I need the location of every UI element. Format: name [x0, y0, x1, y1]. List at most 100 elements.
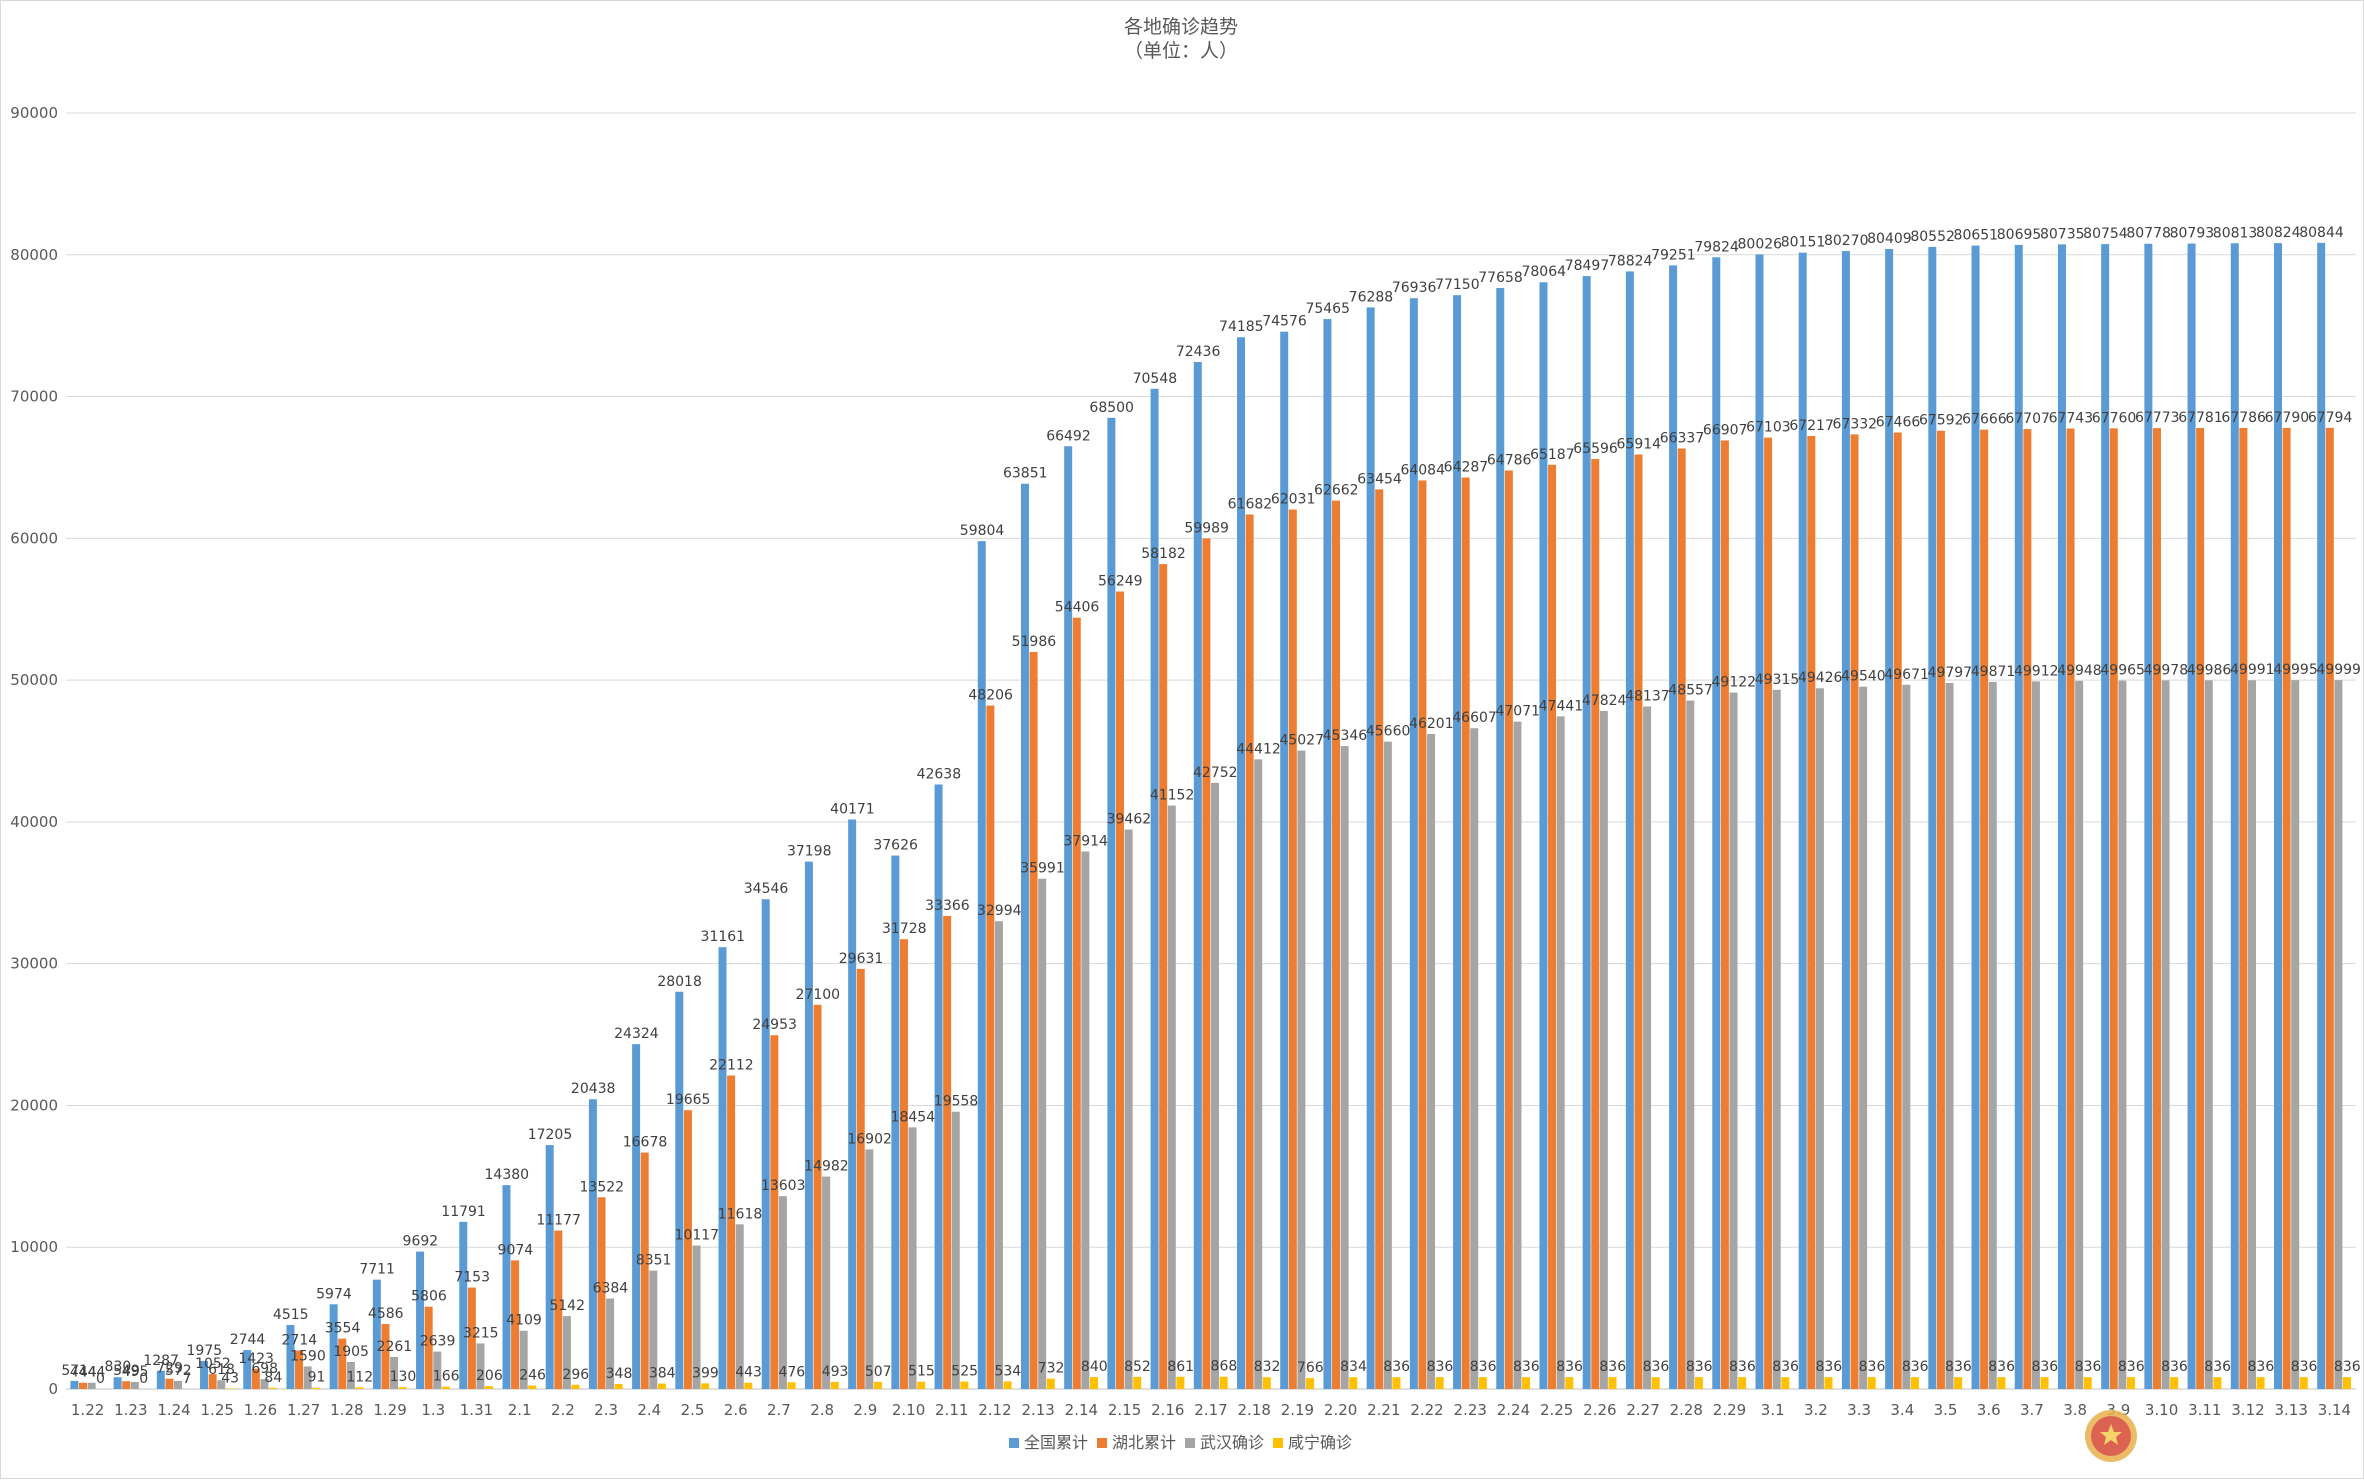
y-tick-label: 90000 — [10, 104, 58, 122]
data-label: 534 — [994, 1363, 1021, 1379]
x-tick-label: 3.3 — [1847, 1401, 1871, 1419]
bar — [1030, 652, 1038, 1389]
data-label: 49671 — [1884, 667, 1929, 683]
bar — [589, 1099, 597, 1389]
data-label: 3215 — [463, 1325, 499, 1341]
data-label: 43 — [221, 1370, 239, 1386]
data-label: 6384 — [593, 1280, 629, 1296]
data-label: 63851 — [1003, 466, 1048, 482]
data-label: 42638 — [917, 766, 962, 782]
bar — [1513, 722, 1521, 1389]
data-label: 19558 — [934, 1094, 979, 1110]
data-label: 54406 — [1055, 600, 1100, 616]
bar — [1211, 783, 1219, 1389]
bar — [2023, 429, 2031, 1389]
data-label: 58182 — [1141, 546, 1186, 562]
bar — [1548, 465, 1556, 1389]
legend-swatch — [1097, 1438, 1107, 1448]
bar — [1600, 711, 1608, 1389]
data-label: 42752 — [1193, 765, 1238, 781]
data-label: 84 — [264, 1370, 282, 1386]
data-label: 206 — [476, 1368, 503, 1384]
bar — [770, 1035, 778, 1389]
data-label: 49986 — [2187, 662, 2232, 678]
bar — [355, 1387, 363, 1389]
data-label: 51986 — [1012, 634, 1057, 650]
bar — [1695, 1377, 1703, 1389]
x-tick-label: 2.13 — [1021, 1401, 1054, 1419]
x-tick-label: 2.15 — [1108, 1401, 1141, 1419]
bar — [1738, 1377, 1746, 1389]
data-label: 66337 — [1660, 430, 1705, 446]
bar — [1323, 319, 1331, 1389]
data-label: 836 — [1945, 1359, 1972, 1375]
y-tick-label: 0 — [48, 1380, 58, 1398]
bar — [1176, 1377, 1184, 1389]
bar — [952, 1112, 960, 1389]
x-tick-label: 3.8 — [2063, 1401, 2087, 1419]
data-label: 836 — [1599, 1359, 1626, 1375]
data-label: 40171 — [830, 801, 875, 817]
bar — [2067, 429, 2075, 1389]
data-label: 8351 — [636, 1253, 672, 1269]
bar — [571, 1385, 579, 1389]
data-label: 33366 — [925, 898, 970, 914]
bar — [1686, 701, 1694, 1389]
data-label: 45346 — [1323, 728, 1368, 744]
data-label: 20438 — [571, 1081, 616, 1097]
data-label: 29631 — [839, 951, 884, 967]
data-label: 67332 — [1833, 416, 1878, 432]
bar — [1557, 716, 1565, 1389]
data-label: 836 — [1556, 1359, 1583, 1375]
x-tick-label: 3.5 — [1934, 1401, 1958, 1419]
data-label: 79824 — [1694, 239, 1739, 255]
bar — [1107, 418, 1115, 1389]
data-label: 77150 — [1435, 277, 1480, 293]
data-label: 49995 — [2273, 662, 2318, 678]
data-label: 296 — [562, 1367, 589, 1383]
x-tick-label: 2.17 — [1194, 1401, 1227, 1419]
data-label: 74576 — [1262, 314, 1307, 330]
data-label: 348 — [606, 1366, 633, 1382]
data-label: 34546 — [744, 881, 789, 897]
data-label: 836 — [1902, 1359, 1929, 1375]
data-label: 37914 — [1063, 833, 1108, 849]
bar — [744, 1383, 752, 1389]
bar — [1073, 618, 1081, 1389]
data-label: 75465 — [1305, 301, 1350, 317]
bar — [88, 1383, 96, 1389]
x-tick-label: 2.24 — [1497, 1401, 1530, 1419]
bar — [1151, 389, 1159, 1389]
bar — [2032, 681, 2040, 1389]
data-label: 45660 — [1366, 724, 1411, 740]
bar — [1392, 1377, 1400, 1389]
bar — [1470, 728, 1478, 1389]
x-tick-label: 2.20 — [1324, 1401, 1357, 1419]
data-label: 5974 — [316, 1286, 352, 1302]
bar — [615, 1384, 623, 1389]
bar — [2170, 1377, 2178, 1389]
bar — [2205, 680, 2213, 1389]
bar — [1894, 432, 1902, 1389]
bar — [1090, 1377, 1098, 1389]
data-label: 35991 — [1020, 861, 1065, 877]
x-tick-label: 2.3 — [594, 1401, 618, 1419]
data-label: 9692 — [403, 1234, 439, 1250]
bar — [1816, 688, 1824, 1389]
data-label: 14982 — [804, 1159, 849, 1175]
data-label: 80824 — [2256, 225, 2301, 241]
data-label: 67666 — [1962, 412, 2007, 428]
x-tick-label: 2.22 — [1410, 1401, 1443, 1419]
bar — [1643, 707, 1651, 1389]
data-label: 836 — [1643, 1359, 1670, 1375]
data-label: 49315 — [1755, 672, 1800, 688]
data-label: 399 — [692, 1365, 719, 1381]
bar — [701, 1383, 709, 1389]
bar — [719, 947, 727, 1389]
data-label: 507 — [865, 1364, 892, 1380]
bar — [1064, 446, 1072, 1389]
bar — [2084, 1377, 2092, 1389]
bar — [1349, 1377, 1357, 1389]
data-label: 7 — [182, 1371, 191, 1387]
